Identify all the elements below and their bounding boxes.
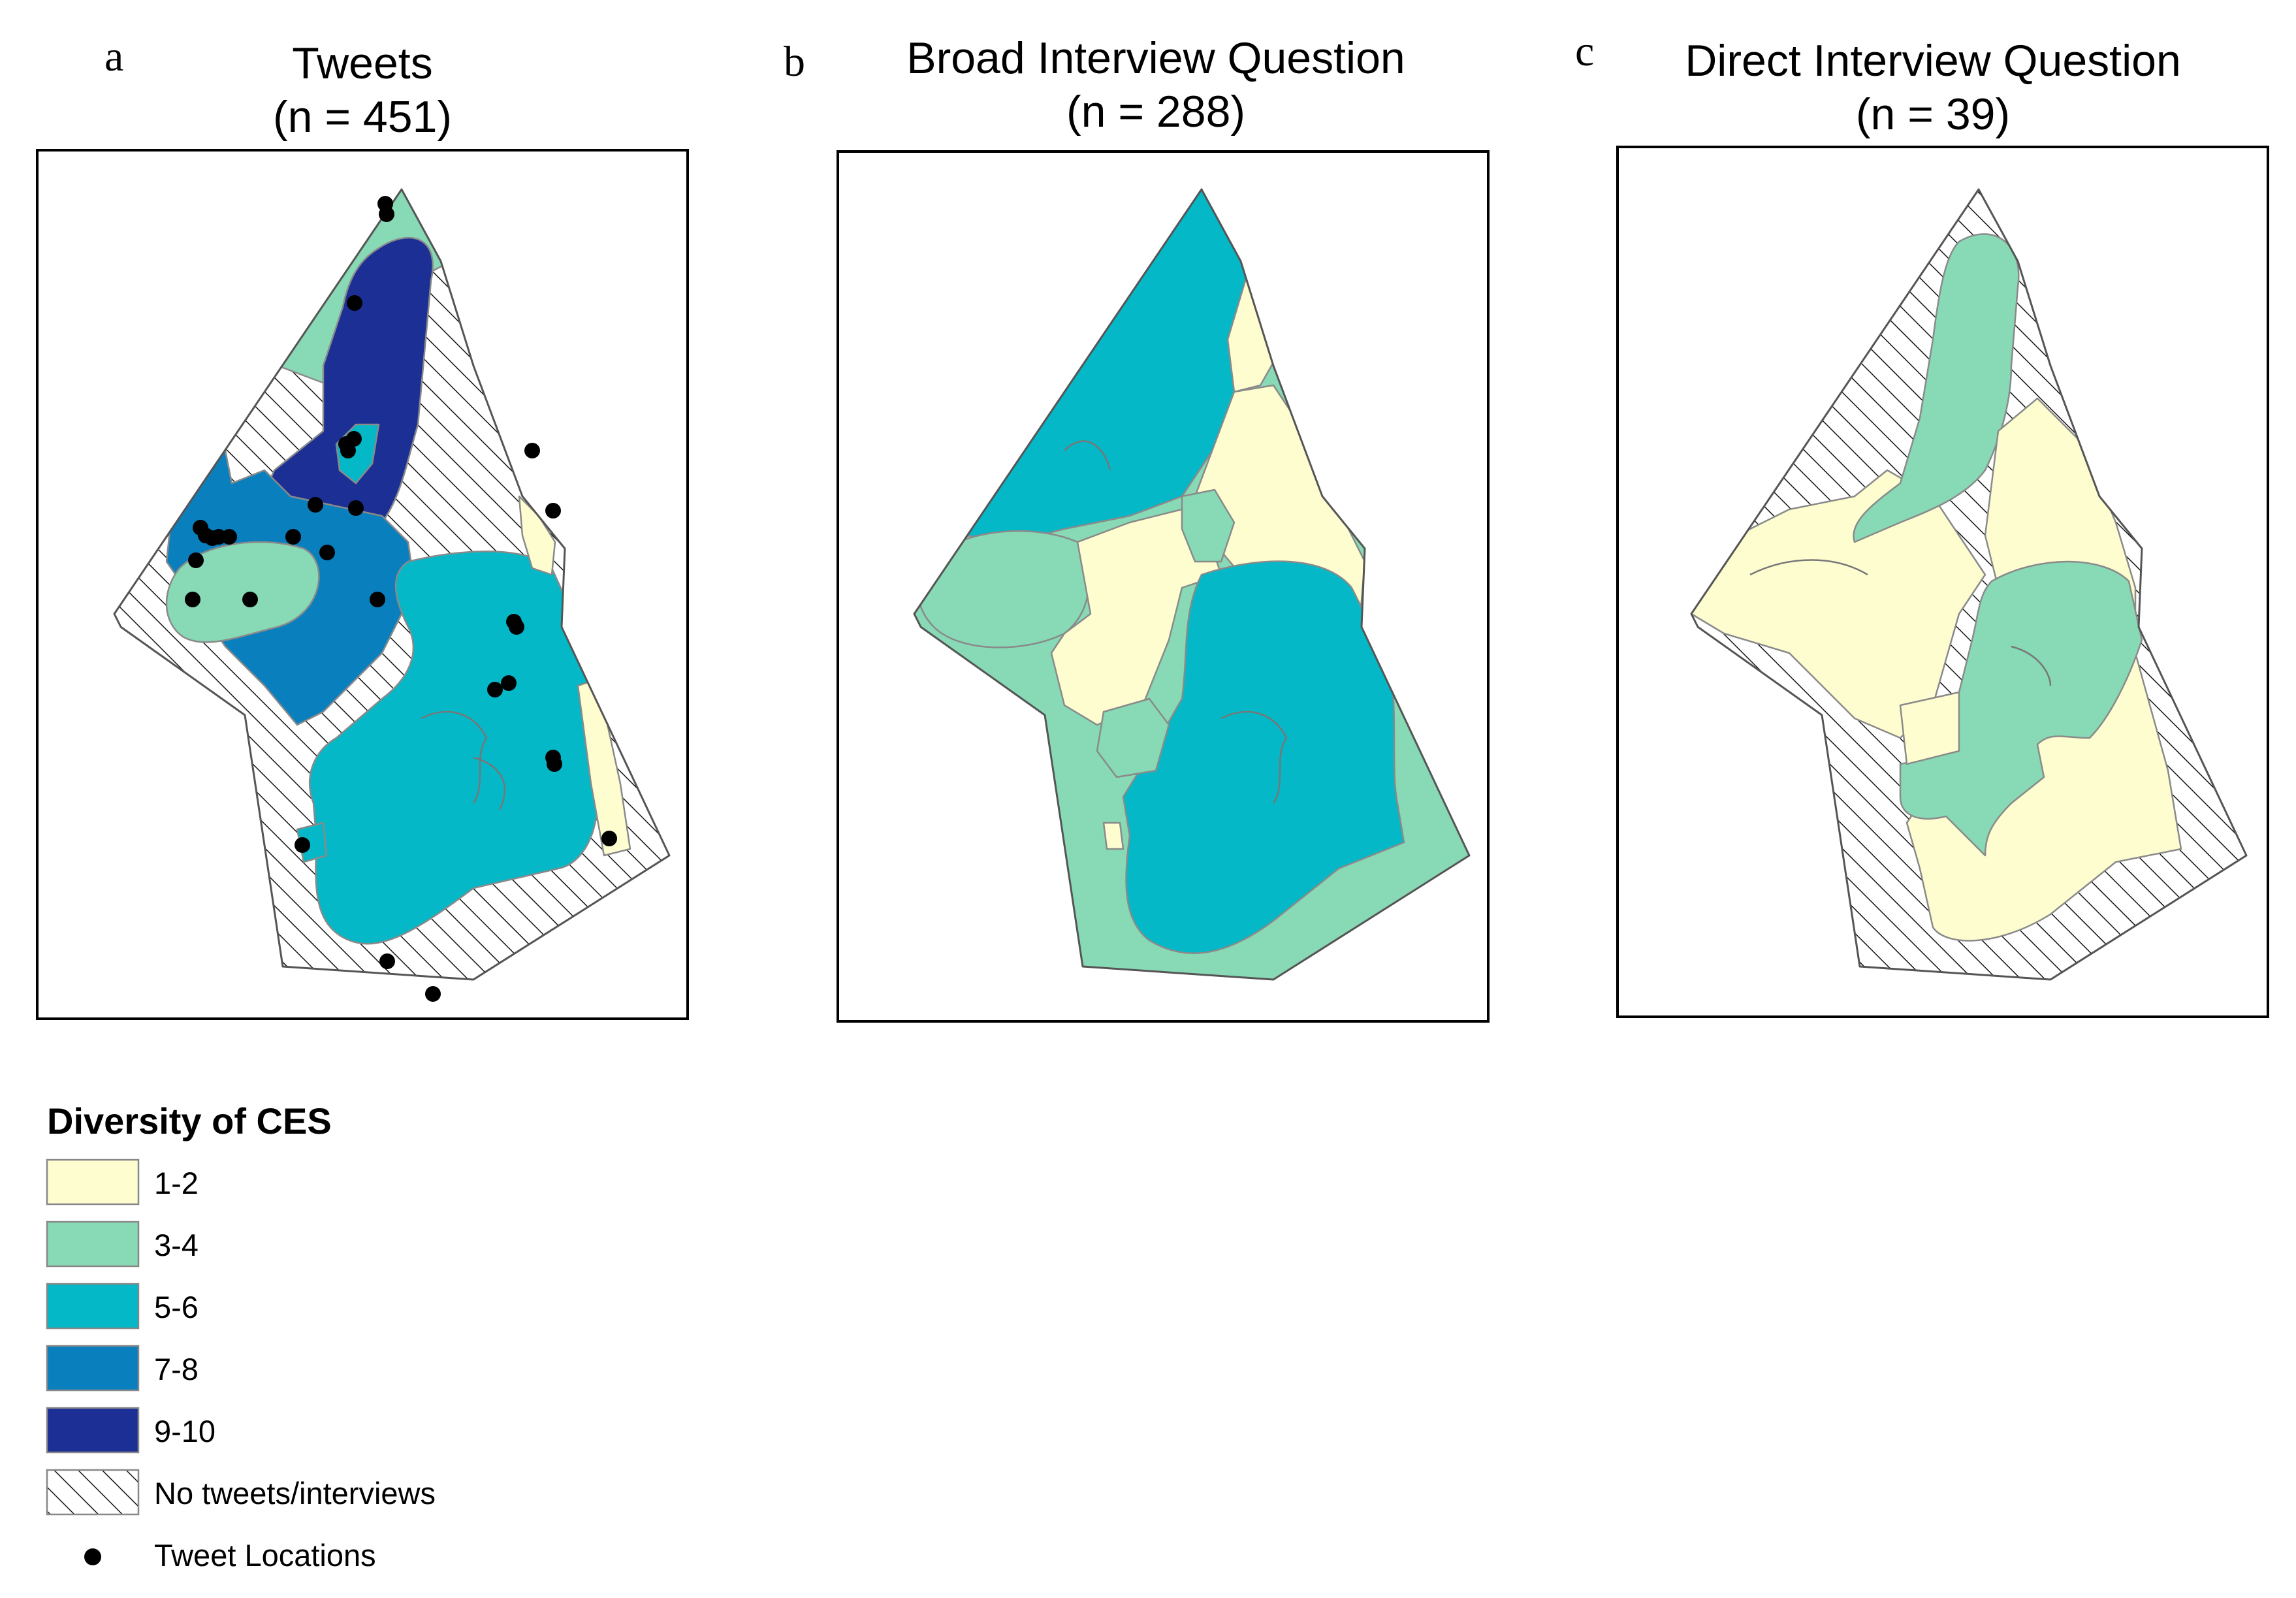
tweet-location-point: [379, 953, 395, 969]
zone-3-4: [165, 541, 320, 643]
panel-b: b Broad Interview Question (n = 288): [784, 33, 1490, 1023]
tweet-location-point: [425, 986, 441, 1002]
zone-9-10: [250, 236, 434, 537]
tweet-location-point: [379, 206, 394, 222]
zone-boundary-line: [1064, 440, 1288, 804]
panel-title-line1: Tweets: [292, 39, 432, 88]
tweet-location-point: [185, 592, 200, 607]
tweet-location-point: [547, 756, 562, 772]
tweet-location-point: [242, 592, 258, 607]
legend-title: Diversity of CES: [47, 1100, 332, 1142]
zone-boundary-line: [421, 711, 506, 810]
panel-letter: b: [784, 38, 805, 86]
tweet-location-point: [319, 545, 335, 560]
tweet-location-point: [509, 619, 524, 635]
zone-1-2: [1102, 822, 1124, 850]
tweet-location-point: [501, 675, 517, 691]
tweet-location-point: [545, 503, 561, 519]
map-b: [913, 188, 1471, 981]
legend-swatch-hatch: [46, 1469, 140, 1516]
zone-3-4: [1181, 488, 1236, 563]
tweet-location-point: [308, 497, 323, 513]
panel-title-line2: (n = 288): [1066, 87, 1245, 136]
tweet-location-point: [340, 443, 356, 458]
legend-label: 3-4: [154, 1228, 199, 1262]
zone-3-4: [1096, 697, 1170, 778]
legend: Diversity of CES 1-2 3-4 5-6 7-8 9-10 No twee…: [46, 1100, 436, 1573]
tweet-location-point: [295, 837, 310, 853]
legend-swatch: [46, 1407, 140, 1454]
panel-title-line2: (n = 39): [1856, 89, 2010, 139]
legend-label: 9-10: [154, 1414, 215, 1448]
tweet-location-point: [487, 682, 503, 697]
legend-label: 1-2: [154, 1166, 199, 1200]
legend-swatch: [46, 1221, 140, 1268]
panel-c: c Direct Interview Question (n = 39): [1575, 27, 2269, 1018]
panel-title-line2: (n = 451): [273, 92, 452, 142]
tweet-location-point: [188, 552, 204, 568]
legend-swatch: [46, 1345, 140, 1392]
zone-3-4: [1899, 560, 2143, 857]
zone-1-2: [1691, 469, 1986, 739]
tweet-locations: [185, 196, 617, 1002]
zone-1-2: [965, 364, 1040, 452]
tweet-location-point: [347, 295, 362, 311]
panel-letter: a: [104, 33, 123, 80]
legend-label: No tweets/interviews: [154, 1476, 436, 1510]
zone-3-4: [1853, 233, 2020, 543]
zone-3-4: [917, 530, 1090, 648]
tweet-location-point: [346, 431, 362, 447]
panel-letter: c: [1575, 27, 1594, 75]
map-frame: [837, 150, 1490, 1023]
panel-a: a Tweets (n = 451): [36, 33, 689, 1020]
legend-label: 5-6: [154, 1290, 199, 1324]
legend-swatch: [46, 1159, 140, 1206]
tweet-location-point: [348, 500, 364, 516]
legend-point-icon: [84, 1548, 101, 1565]
tweet-location-point: [221, 529, 237, 545]
map-a: [113, 188, 671, 1002]
map-frame: [36, 149, 689, 1020]
panel-title-line1: Direct Interview Question: [1685, 36, 2181, 86]
tweet-location-point: [524, 443, 540, 458]
zone-5-6: [1122, 560, 1405, 954]
tweet-location-point: [601, 831, 617, 846]
tweet-location-point: [370, 592, 385, 607]
legend-label: Tweet Locations: [154, 1538, 376, 1573]
panel-title-line1: Broad Interview Question: [906, 33, 1405, 83]
legend-label: 7-8: [154, 1352, 199, 1386]
zone-1-2: [1899, 691, 1960, 765]
tweet-location-point: [285, 529, 301, 545]
zone-boundary-line: [1749, 559, 2052, 686]
legend-swatch: [46, 1283, 140, 1330]
map-frame: [1616, 146, 2269, 1018]
map-c: [1690, 188, 2248, 981]
